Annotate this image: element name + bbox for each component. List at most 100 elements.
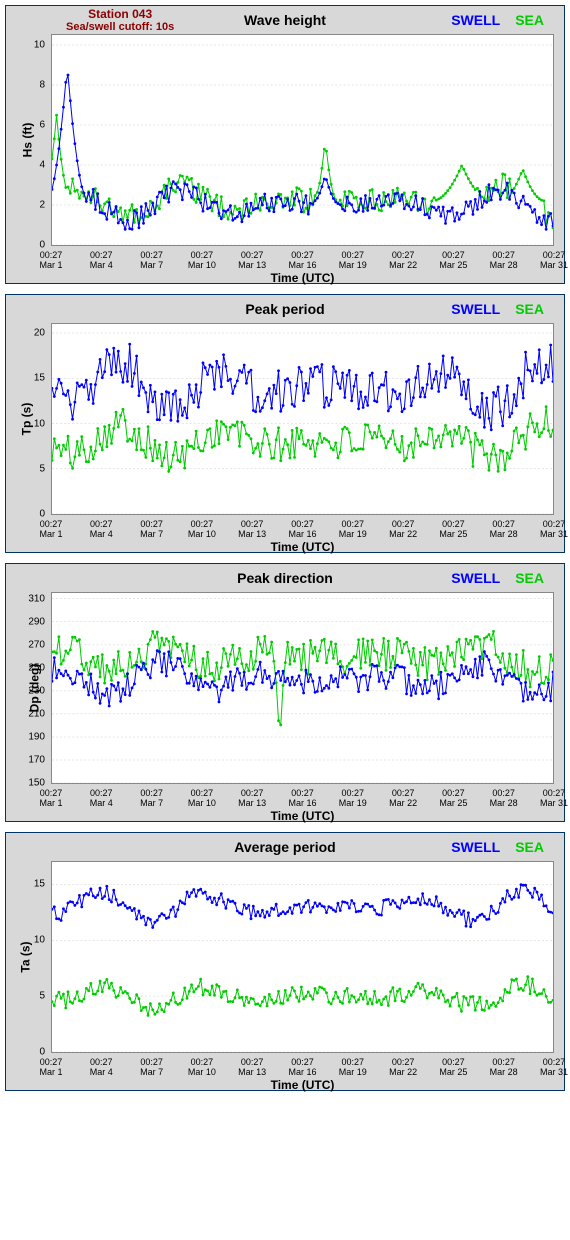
x-tick: 00:27Mar 16 (288, 520, 316, 540)
x-axis-label: Time (UTC) (271, 1078, 335, 1092)
x-tick: 00:27Mar 4 (90, 251, 113, 271)
y-axis: 051015 (17, 862, 47, 1052)
station-name: Station 043 (66, 8, 174, 21)
y-tick: 8 (39, 80, 45, 91)
x-tick: 00:27Mar 1 (39, 1058, 62, 1078)
x-tick: 00:27Mar 7 (140, 520, 163, 540)
panel-title: Wave height (244, 12, 326, 28)
legend: SWELLSEA (451, 12, 544, 28)
legend-sea: SEA (515, 839, 544, 855)
y-tick: 210 (28, 708, 45, 719)
y-tick: 0 (39, 509, 45, 520)
x-axis-label: Time (UTC) (271, 271, 335, 285)
plot-area: Dp (deg)150170190210230250270290310 (51, 592, 554, 784)
legend: SWELL SEA (451, 839, 544, 855)
x-tick: 00:27Mar 22 (389, 520, 417, 540)
x-tick: 00:27Mar 16 (288, 1058, 316, 1078)
x-tick: 00:27Mar 16 (288, 789, 316, 809)
y-tick: 290 (28, 616, 45, 627)
x-axis: 00:27Mar 100:27Mar 400:27Mar 700:27Mar 1… (51, 1058, 554, 1090)
x-tick: 00:27Mar 19 (339, 1058, 367, 1078)
x-tick: 00:27Mar 25 (439, 1058, 467, 1078)
x-tick: 00:27Mar 13 (238, 251, 266, 271)
y-tick: 10 (34, 418, 45, 429)
x-tick: 00:27Mar 28 (490, 520, 518, 540)
legend: SWELL SEA (451, 301, 544, 317)
y-tick: 20 (34, 328, 45, 339)
x-tick: 00:27Mar 22 (389, 789, 417, 809)
x-tick: 00:27Mar 10 (188, 789, 216, 809)
y-tick: 230 (28, 685, 45, 696)
wave-height-panel: Station 043Sea/swell cutoff: 10s Wave hei… (5, 5, 565, 284)
chart-svg (52, 862, 553, 1052)
y-tick: 5 (39, 463, 45, 474)
x-tick: 00:27Mar 31 (540, 520, 568, 540)
x-tick: 00:27Mar 22 (389, 251, 417, 271)
legend: SWELLSEA (451, 570, 544, 586)
swell-line (52, 75, 553, 229)
y-tick: 15 (34, 373, 45, 384)
station-info: Station 043Sea/swell cutoff: 10s (66, 8, 174, 33)
legend-sea: SEA (515, 570, 544, 586)
x-tick: 00:27Mar 7 (140, 789, 163, 809)
y-tick: 5 (39, 991, 45, 1002)
y-tick: 0 (39, 1047, 45, 1058)
x-tick: 00:27Mar 31 (540, 1058, 568, 1078)
x-tick: 00:27Mar 13 (238, 789, 266, 809)
x-tick: 00:27Mar 10 (188, 251, 216, 271)
y-tick: 15 (34, 879, 45, 890)
x-tick: 00:27Mar 19 (339, 251, 367, 271)
y-tick: 250 (28, 662, 45, 673)
x-tick: 00:27Mar 25 (439, 789, 467, 809)
cutoff-text: Sea/swell cutoff: 10s (66, 21, 174, 33)
legend-swell: SWELL (451, 839, 500, 855)
x-tick: 00:27Mar 1 (39, 520, 62, 540)
avg-period-panel: Average periodSWELLSEATa (s)05101500:27M… (5, 832, 565, 1091)
x-tick: 00:27Mar 4 (90, 789, 113, 809)
y-tick: 0 (39, 240, 45, 251)
y-tick: 270 (28, 639, 45, 650)
y-tick: 2 (39, 200, 45, 211)
y-axis: 0246810 (17, 35, 47, 245)
x-tick: 00:27Mar 1 (39, 789, 62, 809)
y-tick: 150 (28, 778, 45, 789)
peak-period-panel: Peak period SWELL SEA Tp (s)05101520 00:27Ma… (5, 294, 565, 553)
x-tick: 00:27Mar 28 (490, 1058, 518, 1078)
y-tick: 310 (28, 593, 45, 604)
x-tick: 00:27Mar 10 (188, 520, 216, 540)
panel-title: Peak period (245, 301, 324, 317)
panel-title: Peak direction (237, 570, 333, 586)
panel-title: Average period (234, 839, 335, 855)
x-tick: 00:27Mar 25 (439, 520, 467, 540)
panel-header: Average period SWELL SEA (6, 833, 564, 861)
x-axis: 00:27Mar 100:27Mar 400:27Mar 700:27Mar 1… (51, 251, 554, 283)
x-tick: 00:27Mar 25 (439, 251, 467, 271)
y-tick: 4 (39, 160, 45, 171)
x-tick: 00:27Mar 10 (188, 1058, 216, 1078)
chart-svg (52, 324, 553, 514)
x-tick: 00:27Mar 19 (339, 789, 367, 809)
panel-header: Peak direction SWELLSEA (6, 564, 564, 592)
legend-sea: SEA (515, 12, 544, 28)
plot-area: Tp (s)05101520 (51, 323, 554, 515)
swell-line (52, 344, 553, 430)
x-tick: 00:27Mar 31 (540, 789, 568, 809)
legend-sea: SEA (515, 301, 544, 317)
x-tick: 00:27Mar 16 (288, 251, 316, 271)
chart-svg (52, 593, 553, 783)
legend-swell: SWELL (451, 301, 500, 317)
x-tick: 00:27Mar 4 (90, 1058, 113, 1078)
x-tick: 00:27Mar 4 (90, 520, 113, 540)
chart-svg (52, 35, 553, 245)
x-tick: 00:27Mar 1 (39, 251, 62, 271)
x-tick: 00:27Mar 19 (339, 520, 367, 540)
x-axis: 00:27Mar 100:27Mar 400:27Mar 700:27Mar 1… (51, 789, 554, 821)
y-tick: 170 (28, 754, 45, 765)
x-tick: 00:27Mar 31 (540, 251, 568, 271)
panel-header: Station 043Sea/swell cutoff: 10s Wave hei… (6, 6, 564, 34)
x-tick: 00:27Mar 13 (238, 520, 266, 540)
x-tick: 00:27Mar 28 (490, 251, 518, 271)
x-tick: 00:27Mar 22 (389, 1058, 417, 1078)
x-axis-label: Time (UTC) (271, 540, 335, 554)
x-tick: 00:27Mar 28 (490, 789, 518, 809)
